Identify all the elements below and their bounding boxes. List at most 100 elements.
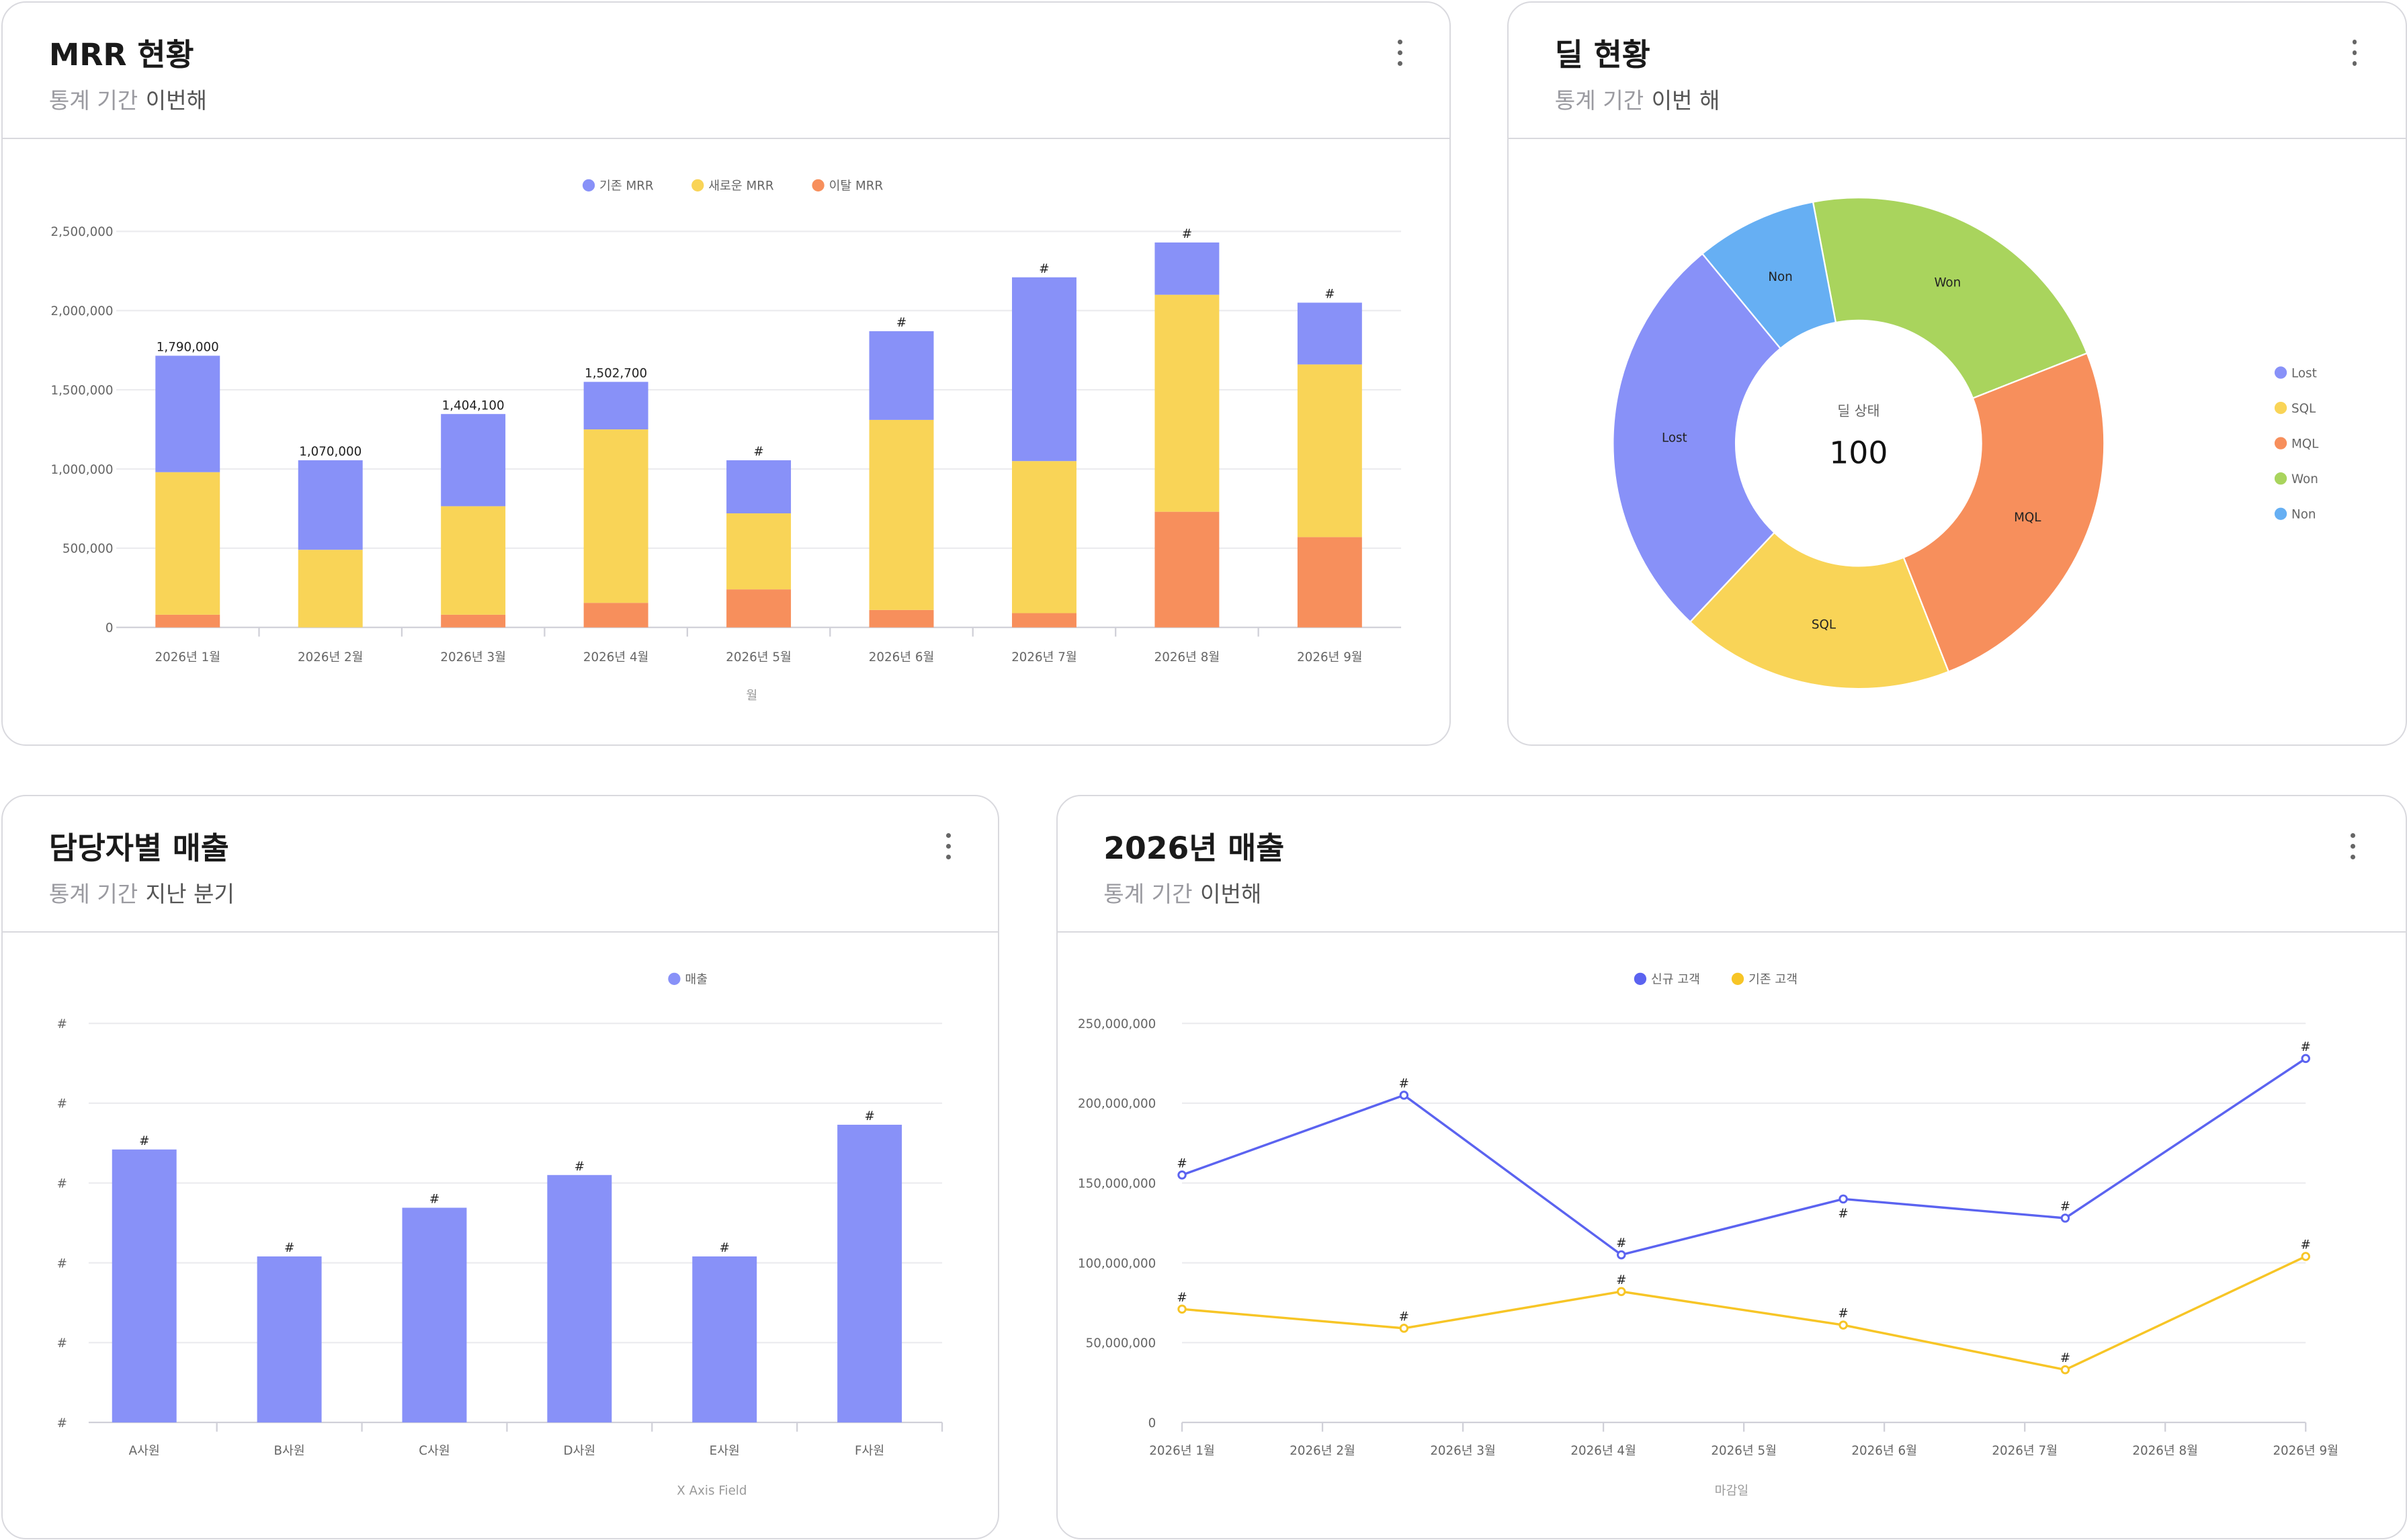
rep-sales-card: 담당자별 매출 통계 기간 지난 분기 # # # # # # 매출 # A사원 # B사원 # C사원 #…: [1, 795, 1000, 1540]
legend-marker: [691, 179, 704, 192]
y-tick-label: 1,000,000: [51, 463, 114, 477]
bar: [692, 1256, 757, 1423]
mrr-chart: 0 500,000 1,000,000 1,500,000 2,000,000 2,500…: [51, 179, 1402, 703]
y-tick-label: #: [57, 1177, 67, 1191]
legend-marker: [2275, 366, 2287, 379]
x-tick-label: 2026년 2월: [298, 650, 364, 665]
bar-segment: [1012, 277, 1077, 462]
x-axis-title: 월: [747, 689, 758, 703]
series-line: [1181, 1058, 2306, 1256]
bar: [112, 1150, 177, 1423]
y-tick-label: 0: [105, 622, 114, 636]
x-tick-label: 2026년 8월: [2132, 1444, 2198, 1458]
data-label: #: [754, 445, 764, 459]
slice-label: SQL: [1812, 618, 1836, 632]
x-tick-label: E사원: [710, 1444, 740, 1458]
x-tick-label: 2026년 6월: [869, 650, 935, 665]
more-menu-icon[interactable]: [2345, 833, 2361, 867]
data-point: [2060, 1365, 2070, 1375]
legend-marker: [1731, 973, 1744, 986]
data-point: [2060, 1213, 2070, 1223]
data-label: 1,404,100: [442, 399, 505, 413]
y-tick-label: 2,500,000: [51, 226, 114, 240]
x-tick-label: 2026년 9월: [1297, 650, 1363, 665]
data-label: #: [284, 1241, 294, 1255]
x-tick-label: A사원: [129, 1444, 160, 1458]
bar-segment: [298, 550, 363, 628]
data-point: [1838, 1320, 1848, 1330]
legend-marker: [668, 973, 681, 986]
bar-segment: [726, 460, 792, 514]
bar-segment: [155, 355, 220, 472]
period-value: 이번해: [1199, 881, 1262, 908]
bar-segment: [869, 331, 934, 421]
data-label: #: [1398, 1310, 1408, 1324]
data-label: 1,502,700: [585, 367, 647, 381]
x-tick-label: 2026년 3월: [1430, 1444, 1496, 1458]
bar-segment: [155, 615, 220, 628]
x-tick-label: 2026년 6월: [1851, 1444, 1917, 1458]
y-tick-label: 500,000: [62, 542, 114, 556]
donut-slice-non: [1701, 201, 1837, 350]
period-label: 통계 기간: [1103, 881, 1193, 908]
y-tick-label: 250,000,000: [1078, 1017, 1156, 1031]
y-tick-label: #: [57, 1017, 67, 1031]
card-header: MRR 현황 통계 기간 이번해: [3, 3, 1449, 140]
more-menu-icon[interactable]: [2347, 40, 2363, 73]
bar-segment: [726, 513, 792, 590]
y-tick-label: 0: [1148, 1416, 1156, 1430]
period-label: 통계 기간: [48, 87, 138, 114]
slice-label: Won: [1935, 276, 1961, 290]
x-tick-label: 2026년 3월: [441, 650, 507, 665]
bar: [257, 1256, 322, 1423]
data-label: #: [1177, 1291, 1187, 1305]
legend-marker: [583, 179, 595, 192]
card-title: 딜 현황: [1554, 37, 1650, 73]
data-label: #: [139, 1134, 149, 1148]
bar: [402, 1207, 467, 1423]
legend-marker: [812, 179, 825, 192]
x-tick-label: C사원: [419, 1444, 450, 1458]
bar-segment: [1298, 537, 1363, 628]
y-tick-label: 100,000,000: [1078, 1257, 1156, 1271]
bar-segment: [869, 610, 934, 628]
bar-segment: [1154, 511, 1220, 628]
x-tick-label: 2026년 9월: [2273, 1444, 2338, 1458]
data-label: #: [2300, 1040, 2310, 1054]
data-label: #: [1838, 1307, 1848, 1321]
donut-center-value: 100: [1830, 435, 1888, 471]
bar: [547, 1175, 612, 1423]
x-tick-label: 2026년 8월: [1154, 650, 1220, 665]
legend-label: 이탈 MRR: [829, 179, 884, 194]
bar-segment: [441, 414, 506, 507]
x-tick-label: B사원: [274, 1444, 305, 1458]
y-tick-label: #: [57, 1097, 67, 1111]
sales-line-chart: 0 50,000,000 100,000,000 150,000,000 200,000…: [1078, 973, 2338, 1498]
bar-segment: [441, 615, 506, 628]
slice-label: Lost: [1662, 431, 1687, 445]
data-label: #: [1398, 1077, 1408, 1091]
donut-slice-mql: [1902, 352, 2105, 673]
data-label: #: [2300, 1238, 2310, 1252]
donut-slice-lost: [1612, 253, 1782, 624]
x-tick-label: 2026년 2월: [1290, 1444, 1355, 1458]
series-line: [1181, 1255, 2306, 1371]
data-label: #: [1616, 1273, 1626, 1287]
legend-label: 기존 MRR: [599, 179, 654, 194]
x-axis-title: X Axis Field: [677, 1484, 747, 1498]
data-label: 1,070,000: [300, 445, 362, 459]
data-label: #: [2060, 1352, 2070, 1366]
x-tick-label: 2026년 4월: [1570, 1444, 1636, 1458]
y-tick-label: 150,000,000: [1078, 1177, 1156, 1191]
donut-center-label: 딜 상태: [1837, 403, 1880, 419]
deals-donut-chart: Won MQL SQL Lost Non 딜 상태 100 Lost SQL MQL Won Non: [1612, 197, 2319, 690]
more-menu-icon[interactable]: [1392, 40, 1408, 73]
bar-segment: [869, 420, 934, 611]
card-header: 2026년 매출 통계 기간 이번해: [1057, 796, 2406, 933]
more-menu-icon[interactable]: [941, 833, 956, 867]
donut-slice-sql: [1689, 531, 1950, 690]
legend-label: 새로운 MRR: [709, 179, 775, 194]
card-header: 담당자별 매출 통계 기간 지난 분기: [3, 796, 999, 933]
data-point: [1838, 1195, 1848, 1204]
